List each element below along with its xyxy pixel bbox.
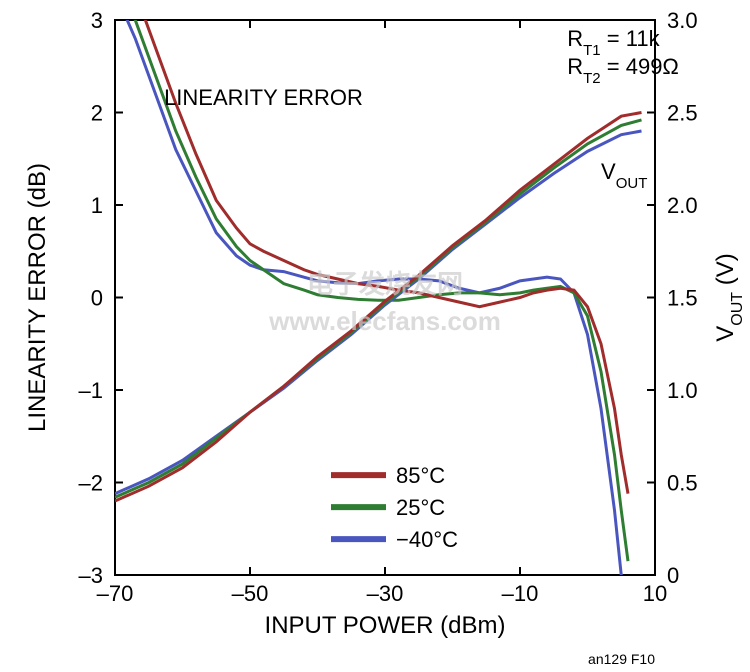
svg-text:1: 1 xyxy=(91,193,103,218)
svg-text:2: 2 xyxy=(91,101,103,126)
svg-text:LINEARITY ERROR (dB): LINEARITY ERROR (dB) xyxy=(24,163,51,432)
chart-svg: –70–50–30–1010–3–2–1012300.51.01.52.02.5… xyxy=(0,0,750,672)
svg-text:电子发烧友网: 电子发烧友网 xyxy=(307,269,463,299)
chart-container: –70–50–30–1010–3–2–1012300.51.01.52.02.5… xyxy=(0,0,750,672)
svg-text:0: 0 xyxy=(91,286,103,311)
svg-text:VOUT: VOUT xyxy=(601,159,647,192)
svg-text:–50: –50 xyxy=(232,581,269,606)
svg-text:2.0: 2.0 xyxy=(667,193,698,218)
svg-text:0: 0 xyxy=(667,563,679,588)
svg-text:LINEARITY ERROR: LINEARITY ERROR xyxy=(164,85,363,110)
svg-text:10: 10 xyxy=(643,581,667,606)
svg-text:3: 3 xyxy=(91,8,103,33)
svg-text:INPUT POWER (dBm): INPUT POWER (dBm) xyxy=(265,612,506,639)
svg-text:–2: –2 xyxy=(79,471,103,496)
svg-text:–30: –30 xyxy=(367,581,404,606)
svg-text:−40°C: −40°C xyxy=(396,527,458,552)
svg-text:–10: –10 xyxy=(502,581,539,606)
svg-text:–1: –1 xyxy=(79,378,103,403)
svg-text:an129 F10: an129 F10 xyxy=(588,651,655,667)
svg-text:1.5: 1.5 xyxy=(667,286,698,311)
svg-text:1.0: 1.0 xyxy=(667,378,698,403)
svg-text:VOUT (V): VOUT (V) xyxy=(712,253,746,341)
svg-text:2.5: 2.5 xyxy=(667,101,698,126)
svg-text:3.0: 3.0 xyxy=(667,8,698,33)
svg-text:25°C: 25°C xyxy=(396,495,445,520)
svg-text:–3: –3 xyxy=(79,563,103,588)
svg-text:85°C: 85°C xyxy=(396,463,445,488)
svg-text:www.elecfans.com: www.elecfans.com xyxy=(268,306,501,336)
svg-text:0.5: 0.5 xyxy=(667,471,698,496)
svg-text:RT2 = 499Ω: RT2 = 499Ω xyxy=(567,54,679,87)
